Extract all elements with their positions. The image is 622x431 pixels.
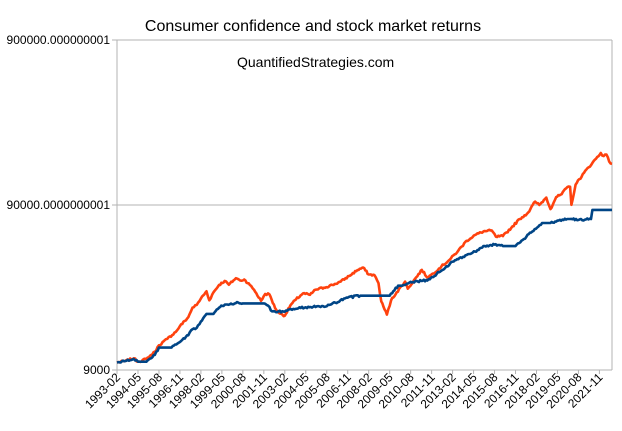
watermark: QuantifiedStrategies.com bbox=[237, 54, 394, 70]
series-lines bbox=[116, 151, 613, 364]
x-tick-labels: 1993-021994-051995-081996-111998-021999-… bbox=[82, 370, 606, 411]
y-tick-label: 9000 bbox=[83, 363, 110, 377]
series-line-stock-market bbox=[116, 151, 613, 364]
y-tick-label: 900000.000000001 bbox=[7, 33, 111, 47]
chart-title: Consumer confidence and stock market ret… bbox=[145, 18, 481, 35]
y-tick-label: 90000.0000000001 bbox=[7, 198, 111, 212]
series-line-consumer-confidence bbox=[116, 208, 613, 364]
y-tick-labels: 9000 90000.0000000001 900000.000000001 bbox=[7, 33, 111, 377]
